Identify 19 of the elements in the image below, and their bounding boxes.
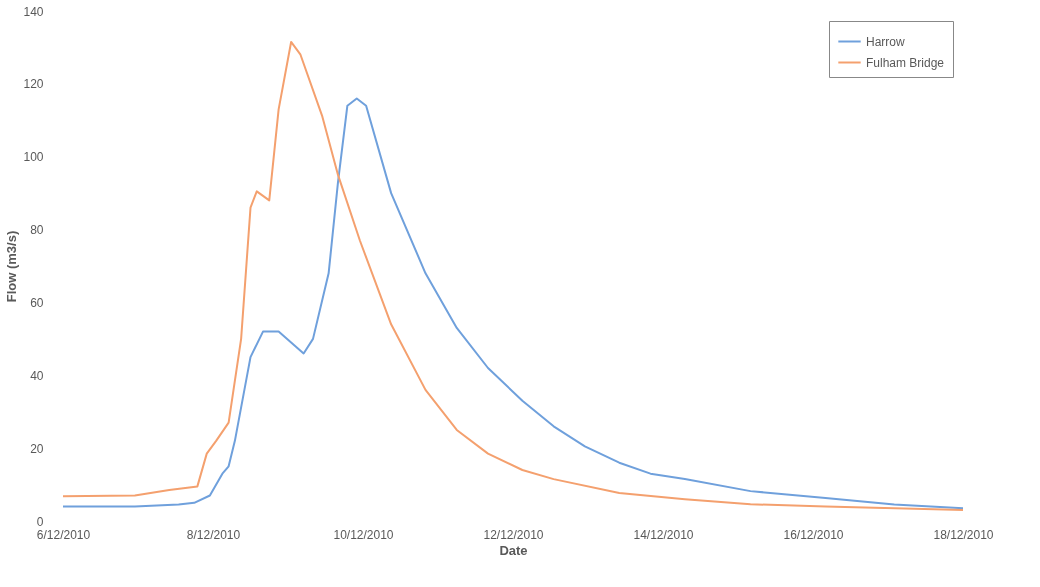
x-tick-label: 12/12/2010 (483, 527, 544, 542)
y-tick-label: 60 (30, 295, 44, 310)
y-tick-label: 100 (23, 150, 44, 165)
y-tick-label: 140 (23, 4, 44, 19)
x-axis-title: Date (499, 542, 528, 558)
x-tick-label: 8/12/2010 (186, 527, 241, 542)
y-tick-label: 40 (30, 368, 44, 383)
y-axis-title: Flow (m3/s) (4, 230, 20, 303)
legend-label: Harrow (866, 34, 906, 49)
x-tick-label: 6/12/2010 (36, 527, 91, 542)
y-tick-label: 20 (30, 441, 44, 456)
x-tick-label: 10/12/2010 (333, 527, 394, 542)
legend-label: Fulham Bridge (866, 55, 945, 70)
y-tick-label: 80 (30, 223, 44, 238)
x-tick-label: 14/12/2010 (633, 527, 694, 542)
y-tick-label: 120 (23, 77, 44, 92)
x-tick-label: 16/12/2010 (783, 527, 844, 542)
x-tick-label: 18/12/2010 (933, 527, 994, 542)
y-tick-label: 0 (36, 514, 44, 529)
